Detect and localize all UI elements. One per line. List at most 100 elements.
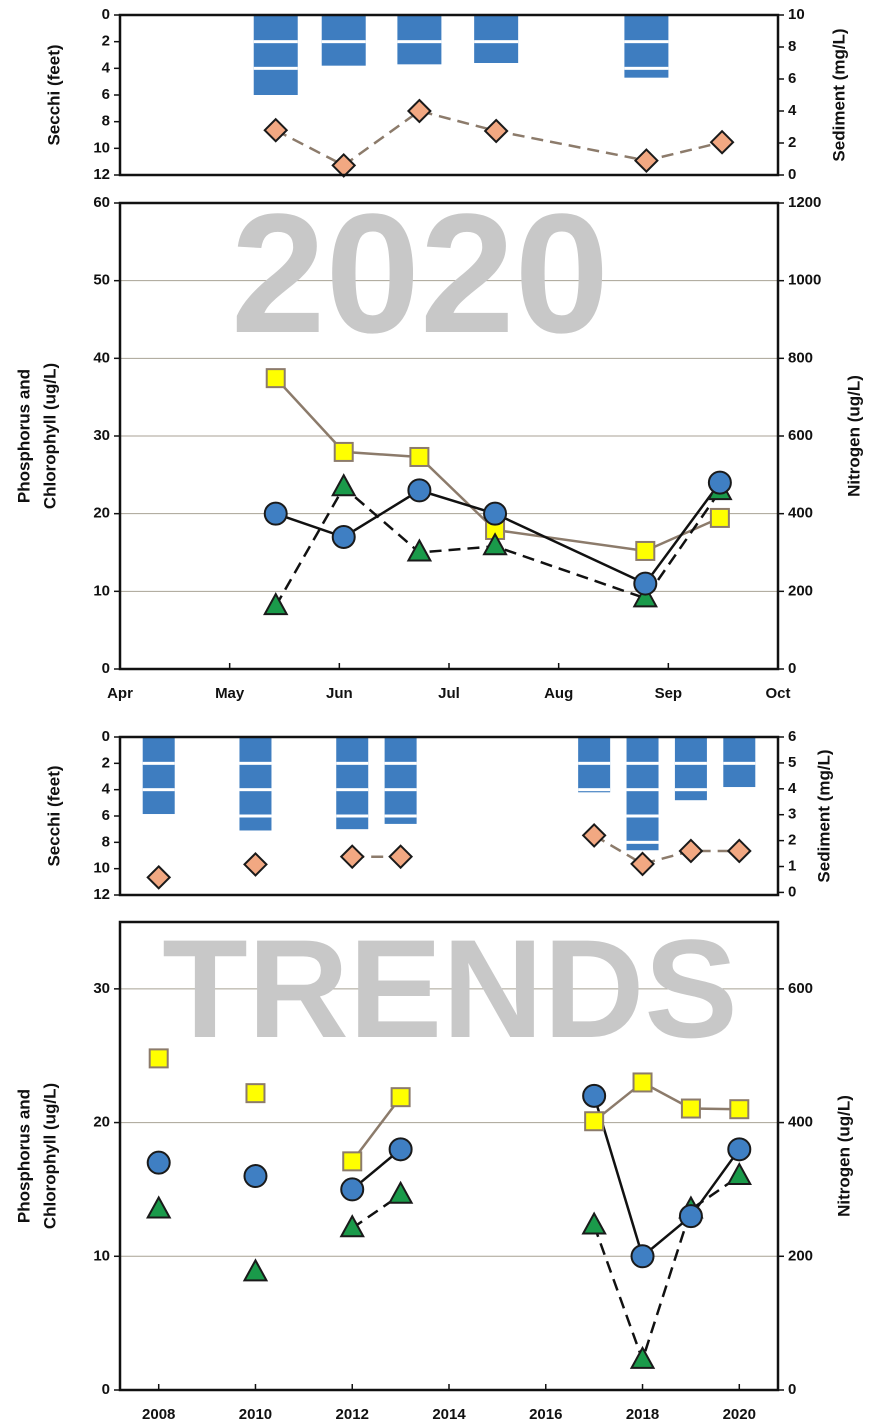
marker bbox=[630, 851, 655, 877]
watermark: 2020 bbox=[231, 179, 609, 369]
y-tick-label: 10 bbox=[93, 139, 110, 156]
marker bbox=[629, 1345, 656, 1369]
y-tick-label: 0 bbox=[102, 728, 110, 745]
y-tick-label: 2 bbox=[102, 33, 110, 50]
bar-stripe bbox=[626, 814, 659, 818]
x-tick-label: May bbox=[215, 685, 245, 702]
y-tick-label: 12 bbox=[93, 886, 110, 903]
marker bbox=[633, 148, 659, 174]
y-tick-label: 10 bbox=[93, 582, 110, 599]
marker bbox=[388, 1137, 413, 1162]
y-axis-label: Phosphorus and bbox=[14, 1089, 33, 1223]
y-tick-label: 6 bbox=[102, 807, 110, 824]
bar-stripe bbox=[626, 840, 659, 844]
bar-stripe bbox=[578, 788, 611, 792]
x-tick-label: Oct bbox=[765, 685, 790, 702]
marker bbox=[265, 368, 286, 389]
marker bbox=[727, 1137, 752, 1162]
y2-tick-label: 1 bbox=[788, 857, 796, 874]
marker bbox=[707, 470, 732, 495]
bar-stripe bbox=[253, 66, 298, 70]
series-line bbox=[351, 1081, 740, 1163]
bar-stripe bbox=[142, 788, 175, 792]
marker bbox=[390, 1087, 411, 1108]
y2-tick-label: 0 bbox=[788, 166, 796, 183]
y-tick-label: 6 bbox=[102, 86, 110, 103]
watermark: TRENDS bbox=[162, 910, 738, 1067]
y2-tick-label: 8 bbox=[788, 38, 796, 55]
plot-frame bbox=[118, 920, 780, 1392]
bar bbox=[253, 15, 298, 95]
y2-tick-label: 2 bbox=[788, 134, 796, 151]
marker bbox=[331, 152, 357, 178]
plot-frame bbox=[118, 201, 780, 671]
bar-stripe bbox=[239, 788, 272, 792]
marker bbox=[243, 852, 268, 877]
bar-stripe bbox=[397, 40, 442, 44]
marker bbox=[483, 118, 509, 144]
series-line bbox=[274, 377, 721, 553]
bar-stripe bbox=[674, 761, 707, 765]
y2-tick-label: 4 bbox=[788, 102, 797, 119]
marker bbox=[632, 1072, 653, 1093]
bar-stripe bbox=[253, 40, 298, 44]
y-tick-label: 40 bbox=[93, 349, 110, 366]
y-tick-label: 20 bbox=[93, 1114, 110, 1131]
marker bbox=[146, 1195, 172, 1219]
bar-stripe bbox=[674, 788, 707, 792]
y2-tick-label: 4 bbox=[788, 780, 797, 797]
y2-tick-label: 200 bbox=[788, 1247, 813, 1264]
marker bbox=[729, 1099, 750, 1120]
marker bbox=[581, 1211, 607, 1235]
marker bbox=[388, 844, 414, 870]
bar-stripe bbox=[624, 66, 669, 70]
y2-tick-label: 200 bbox=[788, 582, 813, 599]
y-axis-label: Chlorophyll (ug/L) bbox=[40, 1083, 59, 1229]
x-tick-label: 2010 bbox=[239, 1406, 272, 1423]
y-tick-label: 0 bbox=[102, 1381, 110, 1398]
x-tick-label: 2016 bbox=[529, 1406, 562, 1423]
y2-tick-label: 600 bbox=[788, 427, 813, 444]
y-tick-label: 10 bbox=[93, 1247, 110, 1264]
y2-tick-label: 6 bbox=[788, 728, 796, 745]
bar-stripe bbox=[626, 761, 659, 765]
marker bbox=[331, 473, 357, 497]
bar bbox=[626, 737, 659, 851]
y2-axis-label: Nitrogen (ug/L) bbox=[844, 375, 863, 497]
y-tick-label: 10 bbox=[93, 860, 110, 877]
marker bbox=[339, 844, 365, 870]
x-tick-label: 2018 bbox=[626, 1406, 659, 1423]
marker bbox=[146, 864, 172, 890]
marker bbox=[680, 1098, 701, 1119]
bar bbox=[474, 15, 519, 63]
y-tick-label: 60 bbox=[93, 194, 110, 211]
x-tick-label: 2008 bbox=[142, 1406, 175, 1423]
x-tick-label: Apr bbox=[107, 685, 133, 702]
marker bbox=[407, 478, 432, 503]
y-tick-label: 12 bbox=[93, 166, 110, 183]
x-tick-label: Sep bbox=[655, 685, 683, 702]
marker bbox=[409, 446, 430, 467]
marker bbox=[340, 1177, 365, 1202]
bar-stripe bbox=[239, 814, 272, 818]
marker bbox=[582, 1083, 607, 1108]
bar-stripe bbox=[624, 40, 669, 44]
y2-axis-label: Sediment (mg/L) bbox=[829, 28, 848, 161]
y-tick-label: 30 bbox=[93, 980, 110, 997]
bar-stripe bbox=[384, 788, 417, 792]
y2-tick-label: 800 bbox=[788, 349, 813, 366]
y-tick-label: 2 bbox=[102, 754, 110, 771]
bar bbox=[142, 737, 175, 815]
bar-stripe bbox=[336, 761, 369, 765]
y-axis-label: Chlorophyll (ug/L) bbox=[40, 363, 59, 509]
y-axis-label: Phosphorus and bbox=[14, 369, 33, 503]
marker bbox=[263, 501, 288, 526]
marker bbox=[406, 98, 432, 124]
bar-stripe bbox=[723, 761, 756, 765]
marker bbox=[242, 1258, 269, 1282]
bar-stripe bbox=[626, 788, 659, 792]
y2-tick-label: 600 bbox=[788, 980, 813, 997]
y2-tick-label: 10 bbox=[788, 6, 805, 23]
y-axis-label: Secchi (feet) bbox=[44, 44, 63, 145]
